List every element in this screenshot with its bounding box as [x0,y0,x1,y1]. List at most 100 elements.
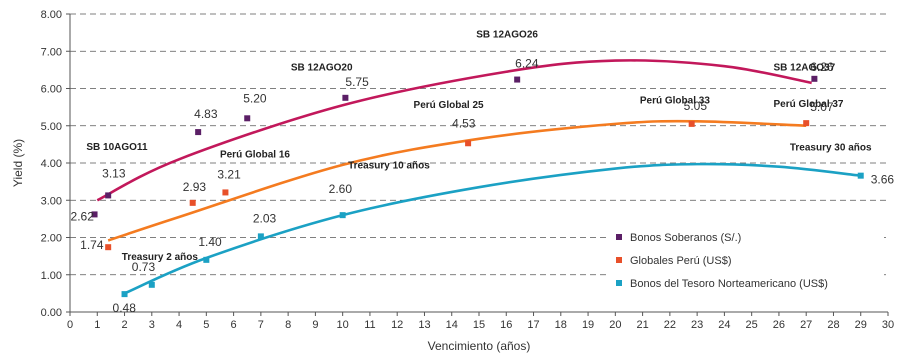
data-label-s0-4: 5.75 [345,75,369,89]
legend-marker-2 [616,280,622,286]
point-s2-0 [121,291,128,298]
x-tick-label-20: 20 [609,319,621,331]
y-axis-title: Yield (%) [11,139,25,187]
x-tick-label-12: 12 [391,319,403,331]
data-label-s1-2: 3.21 [217,167,241,181]
point-s0-5 [514,76,521,83]
x-tick-label-1: 1 [94,319,100,331]
y-tick-label-5: 5.00 [41,121,62,133]
point-s1-2 [222,189,229,196]
y-tick-label-6: 6.00 [41,84,62,96]
x-tick-label-2: 2 [121,319,127,331]
point-s2-5 [857,172,864,179]
data-points [91,75,864,298]
x-tick-label-18: 18 [555,319,567,331]
y-tick-label-2: 2.00 [41,233,62,245]
x-tick-label-14: 14 [446,319,458,331]
point-s2-2 [203,256,210,263]
data-label-s2-5: 3.66 [871,173,895,187]
data-label-s2-2: 1.40 [198,235,222,249]
x-tick-label-17: 17 [527,319,539,331]
x-tick-label-11: 11 [364,319,375,331]
legend: Bonos Soberanos (S/.) Globales Perú (US$)… [606,222,884,302]
point-s0-6 [811,75,818,82]
annotation-0: SB 10AGO11 [86,142,148,153]
point-s1-1 [189,199,196,206]
point-s0-3 [244,115,251,122]
legend-label-1: Globales Perú (US$) [630,255,732,267]
legend-box [606,222,884,302]
x-tick-label-6: 6 [231,319,237,331]
x-tick-label-7: 7 [258,319,264,331]
x-tick-label-28: 28 [827,319,839,331]
annotation-5: Treasury 10 años [348,161,430,172]
data-label-s0-3: 5.20 [243,91,267,105]
point-s2-3 [257,233,264,240]
annotations: SB 10AGO11 Perú Global 16 SB 12AGO20 SB 12A… [86,29,872,262]
x-tick-label-24: 24 [718,319,730,331]
point-s0-2 [195,129,202,136]
point-s2-1 [148,281,155,288]
data-label-s0-2: 4.83 [194,107,218,121]
annotation-6: Treasury 2 años [122,252,199,263]
data-label-s1-4: 5.05 [684,99,708,113]
x-tick-label-25: 25 [746,319,758,331]
data-label-s2-0: 0.48 [113,301,137,315]
data-label-s2-1: 0.73 [132,260,156,274]
y-tick-label-7: 7.00 [41,46,62,58]
annotation-2: SB 12AGO20 [291,63,353,74]
x-tick-label-0: 0 [67,319,73,331]
x-tick-label-9: 9 [312,319,318,331]
data-label-s2-3: 2.03 [253,211,277,225]
x-tick-label-8: 8 [285,319,291,331]
x-tick-label-23: 23 [691,319,703,331]
trend-line-2 [124,162,861,295]
y-tick-label-3: 3.00 [41,195,62,207]
data-label-s0-0: 2.62 [71,209,95,223]
x-tick-labels: 0 1 2 3 4 5 6 7 8 9 10 11 12 13 14 15 16 17 18 19 20 21 22 23 24… [67,312,894,331]
point-s1-4 [688,120,695,127]
data-label-s1-0: 1.74 [80,238,104,252]
legend-label-0: Bonos Soberanos (S/.) [630,232,741,244]
annotation-4: Perú Global 25 [414,100,484,111]
x-tick-label-21: 21 [636,319,648,331]
data-labels: 2.62 3.13 4.83 5.20 5.75 6.24 6.26 1.74 2.93 3.21… [71,57,895,316]
x-tick-label-5: 5 [203,319,209,331]
trend-lines [96,59,861,295]
point-s1-3 [465,140,472,147]
x-tick-label-16: 16 [500,319,512,331]
trend-line-1 [107,119,807,242]
x-tick-label-13: 13 [418,319,430,331]
x-tick-label-15: 15 [473,319,485,331]
data-label-s1-5: 5.07 [810,100,834,114]
x-tick-label-22: 22 [664,319,676,331]
x-tick-label-19: 19 [582,319,594,331]
trend-line-0 [96,59,812,202]
point-s1-5 [803,120,810,127]
annotation-10: Treasury 30 años [790,143,872,154]
point-s1-0 [105,244,112,251]
x-tick-label-26: 26 [773,319,785,331]
data-label-s0-1: 3.13 [102,166,126,180]
annotation-7: Perú Global 33 [640,95,710,106]
x-tick-label-27: 27 [800,319,812,331]
data-label-s0-5: 6.24 [515,57,539,71]
data-label-s2-4: 2.60 [329,182,353,196]
y-tick-labels: 0.00 1.00 2.00 3.00 4.00 5.00 6.00 7.00 8.00 [41,9,70,319]
y-tick-label-0: 0.00 [41,307,62,319]
x-tick-label-4: 4 [176,319,182,331]
x-tick-label-3: 3 [149,319,155,331]
point-s2-4 [339,212,346,219]
point-s0-4 [342,94,349,101]
annotation-3: SB 12AGO26 [476,29,538,40]
legend-label-2: Bonos del Tesoro Norteamericano (US$) [630,278,828,290]
y-tick-label-4: 4.00 [41,158,62,170]
x-axis-title: Vencimiento (años) [428,339,531,353]
data-label-s1-1: 2.93 [183,180,207,194]
y-tick-label-1: 1.00 [41,270,62,282]
data-label-s0-6: 6.26 [810,60,834,74]
x-tick-label-29: 29 [855,319,867,331]
legend-marker-0 [616,234,622,240]
